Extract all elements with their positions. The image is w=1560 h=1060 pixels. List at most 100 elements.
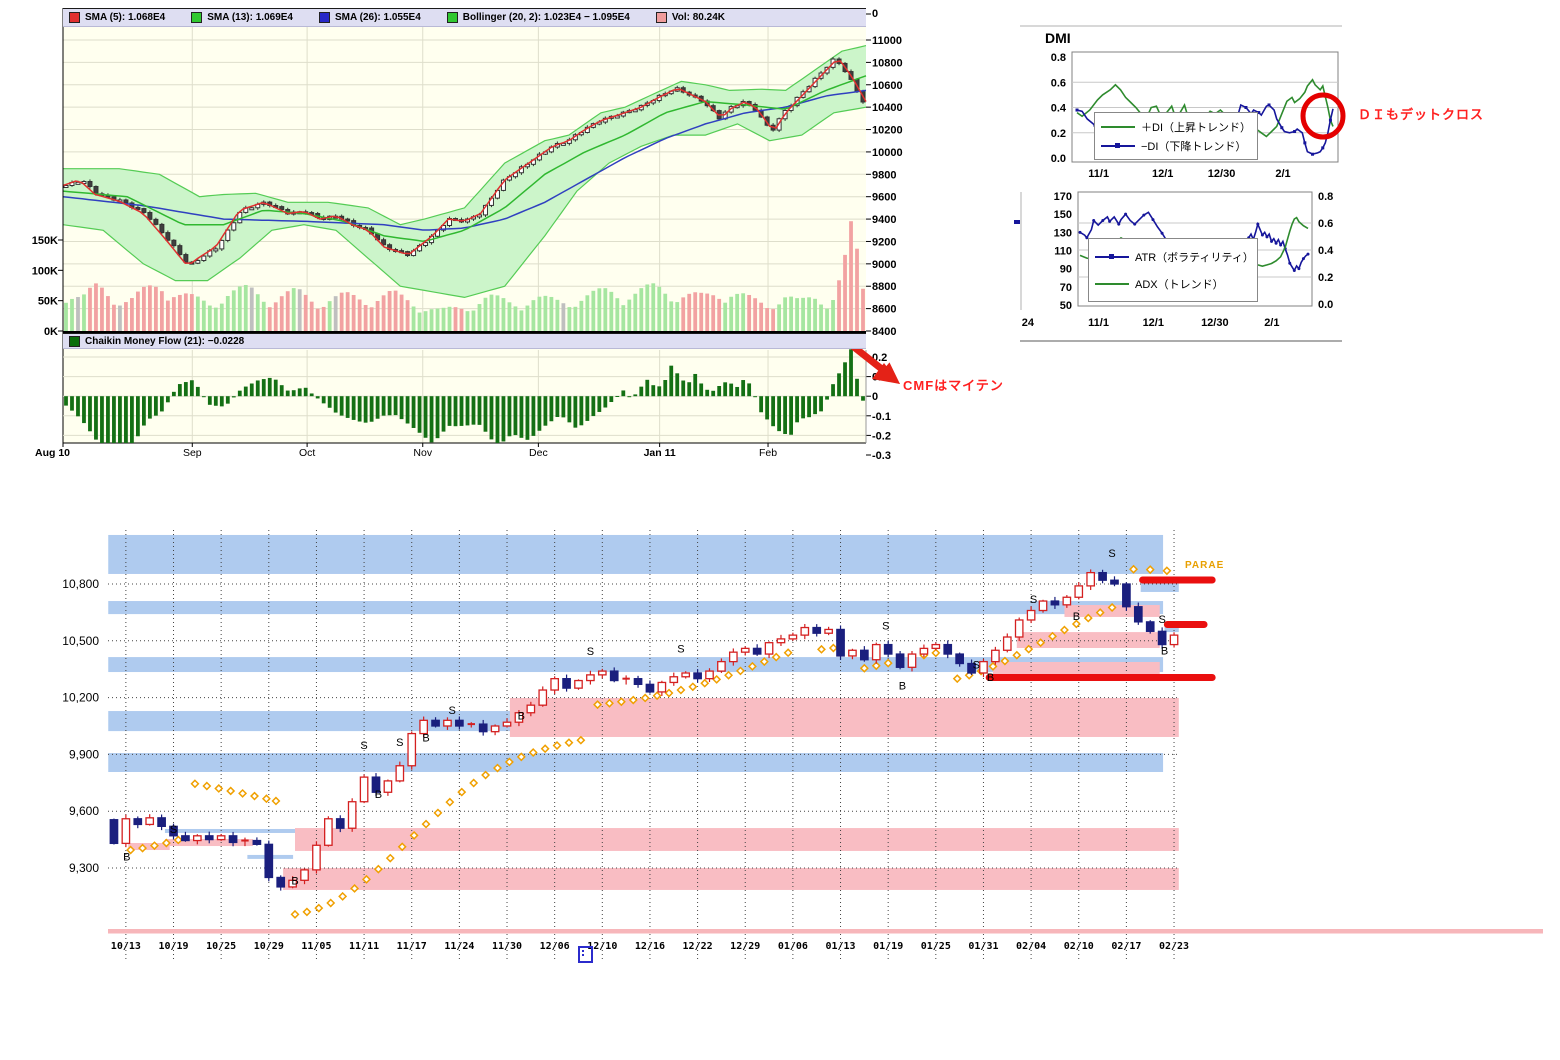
svg-text:9600: 9600 [872,192,896,204]
daily-candlesticks [109,569,1179,891]
svg-text:100K: 100K [32,265,58,277]
svg-text:B: B [518,711,525,723]
legend-item-sma13: SMA (13): 1.069E4 [191,12,293,23]
svg-text:B: B [1073,611,1080,623]
svg-text:9200: 9200 [872,236,896,248]
parabolic-sar-dots [126,564,1172,919]
svg-text:S: S [170,824,177,836]
svg-text:12/1: 12/1 [1152,168,1173,180]
dmi-axes: 0.8 0.6 0.4 0.2 0.0 11/1 12/1 12/30 2/1 [1051,52,1291,180]
svg-text:S: S [360,740,367,752]
cmf-legend: Chaikin Money Flow (21): −0.0228 [63,333,866,349]
svg-text:-0.2: -0.2 [872,430,891,442]
svg-text:10/13: 10/13 [111,941,141,952]
svg-text:10,200: 10,200 [62,691,99,705]
svg-text:24: 24 [1022,317,1035,329]
svg-text:S: S [1030,594,1037,606]
main-chart-legend: SMA (5): 1.068E4 SMA (13): 1.069E4 SMA (… [63,8,866,27]
svg-text:50: 50 [1060,300,1072,312]
daily-axes: 10,800 10,500 10,200 9,900 9,600 9,300 10/13 10… [62,577,1189,952]
svg-text:Dec: Dec [529,447,548,459]
svg-text:10/19: 10/19 [158,941,188,952]
svg-text:02/17: 02/17 [1111,941,1141,952]
cmf-swatch-icon [69,335,80,347]
legend-item-sma5: SMA (5): 1.068E4 [69,12,165,23]
legend-label: SMA (26): 1.055E4 [335,12,421,23]
svg-text:S: S [587,646,594,658]
svg-text:12/10: 12/10 [587,941,617,952]
svg-text:02/23: 02/23 [1159,941,1189,952]
legend-label: ATR（ボラティリティ） [1135,251,1254,264]
svg-text:10/25: 10/25 [206,941,236,952]
minus-di-line-icon [1101,142,1135,148]
legend-label: Vol: 80.24K [671,12,725,23]
svg-text:0K: 0K [44,326,58,338]
svg-text:-0.1: -0.1 [872,411,891,423]
svg-text:2/1: 2/1 [1264,317,1279,329]
svg-text:9000: 9000 [872,259,896,271]
svg-text:150K: 150K [32,235,58,247]
svg-text:11/1: 11/1 [1088,317,1109,329]
svg-text:B: B [987,672,994,684]
svg-text:B: B [899,680,906,692]
svg-text:170: 170 [1054,191,1072,203]
svg-text:0.8: 0.8 [1051,52,1066,64]
svg-text:12/1: 12/1 [1143,317,1164,329]
svg-text:02/04: 02/04 [1016,941,1046,952]
svg-text:0: 0 [872,8,878,20]
dmi-legend-plus-di: ＋DI（上昇トレンド） [1101,119,1251,135]
legend-label: ADX（トレンド） [1135,278,1224,291]
svg-text:Jan 11: Jan 11 [644,447,676,459]
svg-text:10,500: 10,500 [62,634,99,648]
legend-label: SMA (13): 1.069E4 [207,12,293,23]
price-bands [108,534,1179,890]
plus-di-line-icon [1101,125,1135,128]
svg-text:9,900: 9,900 [69,747,99,761]
svg-text:S: S [973,659,980,671]
svg-text:0: 0 [872,391,878,403]
svg-text:0.2: 0.2 [1318,272,1333,284]
svg-text:11/1: 11/1 [1088,168,1109,180]
dmi-legend: ＋DI（上昇トレンド） −DI（下降トレンド） [1094,112,1258,160]
svg-text:11/05: 11/05 [301,941,331,952]
svg-text:S: S [1158,614,1165,626]
svg-text:Aug 10: Aug 10 [35,447,70,459]
legend-label: −DI（下降トレンド） [1141,140,1247,153]
svg-text:Sep: Sep [183,447,202,459]
svg-text:0.4: 0.4 [1051,103,1067,115]
bollinger-swatch-icon [446,12,458,23]
svg-text:8600: 8600 [872,304,896,316]
annotation-cmf-note: CMFはマイテン [903,378,1004,393]
annotation-dead-cross: ＤＩもデットクロス [1358,107,1485,122]
legend-label: Chaikin Money Flow (21): −0.0228 [85,335,245,347]
svg-text:01/06: 01/06 [778,941,808,952]
legend-label: SMA (5): 1.068E4 [85,12,166,23]
svg-text:12/30: 12/30 [1208,168,1236,180]
adx-legend-row: ADX（トレンド） [1095,276,1251,292]
svg-text:90: 90 [1060,264,1072,276]
dmi-legend-minus-di: −DI（下降トレンド） [1101,138,1251,154]
svg-text:S: S [882,621,889,633]
svg-text:150: 150 [1054,209,1072,221]
svg-text:Feb: Feb [759,447,777,459]
svg-text:S: S [677,643,684,655]
marker-dot-icon [1109,253,1114,259]
adx-line-icon [1095,282,1129,285]
svg-text:01/31: 01/31 [968,941,998,952]
legend-label: Bollinger (20, 2): 1.023E4 − 1.095E4 [462,12,630,23]
atr-axes: 170 150 130 110 90 70 50 0.8 0.6 0.4 0.2 0.0 11/1 12/… [1014,191,1342,342]
svg-text:130: 130 [1054,227,1072,239]
svg-text:11/11: 11/11 [349,941,379,952]
resistance-red-bars [985,576,1216,682]
svg-text:9,300: 9,300 [69,861,99,875]
svg-text:9,600: 9,600 [69,804,99,818]
cmf-bars [64,349,865,443]
svg-text:B: B [422,732,429,744]
legend-item-cmf: Chaikin Money Flow (21): −0.0228 [69,335,245,347]
svg-text:B: B [123,852,130,864]
svg-text:01/19: 01/19 [873,941,903,952]
svg-text:0.6: 0.6 [1318,218,1333,230]
